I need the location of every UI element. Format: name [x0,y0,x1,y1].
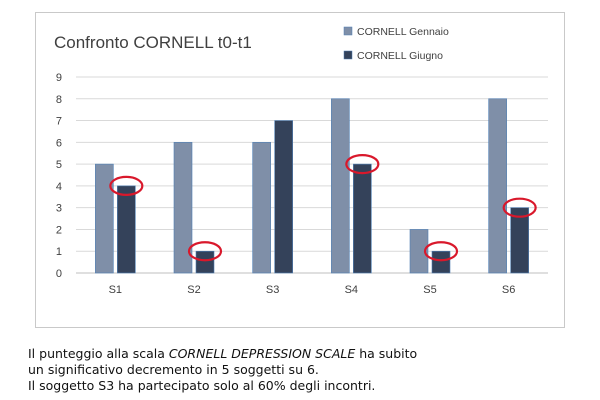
caption-line-2: un significativo decremento in 5 soggett… [28,362,319,377]
x-tick-label: S3 [266,284,279,296]
legend-swatch [343,50,353,60]
bar [173,142,193,274]
bar [510,207,529,274]
bar [431,250,451,274]
legend-label: CORNELL Giugno [357,50,443,62]
caption-emphasis: CORNELL DEPRESSION SCALE [168,346,356,361]
y-tick-label: 9 [56,72,62,84]
x-tick-label: S2 [187,284,200,296]
caption-line-3: Il soggetto S3 ha partecipato solo al 60… [28,378,376,393]
bar [195,250,215,274]
y-tick-label: 6 [56,137,62,149]
caption-line-1-end: ha subito [355,346,418,361]
legend-label: CORNELL Gennaio [357,26,449,38]
highlight-circle [423,241,459,262]
y-tick-label: 1 [56,246,62,258]
x-tick-label: S6 [502,284,515,296]
caption-line-1: Il punteggio alla scala CORNELL DEPRESSI… [28,346,588,362]
x-tick-label: S1 [109,284,122,296]
y-tick-label: 3 [56,203,62,215]
chart-title: Confronto CORNELL t0-t1 [54,33,252,52]
caption: Il punteggio alla scala CORNELL DEPRESSI… [28,346,588,394]
highlight-circle [345,154,380,175]
y-tick-label: 8 [56,94,62,106]
bar [488,98,507,274]
x-tick-label: S5 [423,284,436,296]
bar [117,185,136,274]
bar [409,229,429,274]
bar [95,163,114,274]
bar [274,120,293,274]
highlight-circle [187,241,223,262]
legend-swatch [343,26,353,36]
x-axis-ticks: S1 S2 S3 S4 S5 S6 [109,284,516,296]
highlight-circles [109,154,537,262]
y-tick-label: 7 [56,116,62,128]
highlight-circle [109,175,144,196]
highlight-circle [502,197,537,218]
y-tick-label: 5 [56,159,62,171]
caption-line-1-start: Il punteggio alla scala [28,346,169,361]
bar [252,142,271,274]
y-tick-label: 0 [56,268,62,280]
legend: CORNELL Gennaio CORNELL Giugno [343,26,449,62]
bars [95,98,529,274]
x-tick-label: S4 [345,284,358,296]
bar [353,163,372,274]
grid-lines [76,76,548,274]
y-axis-ticks: 0 1 2 3 4 5 6 7 8 9 [56,72,62,280]
bar [331,98,350,274]
y-tick-label: 4 [56,181,62,193]
y-tick-label: 2 [56,224,62,236]
